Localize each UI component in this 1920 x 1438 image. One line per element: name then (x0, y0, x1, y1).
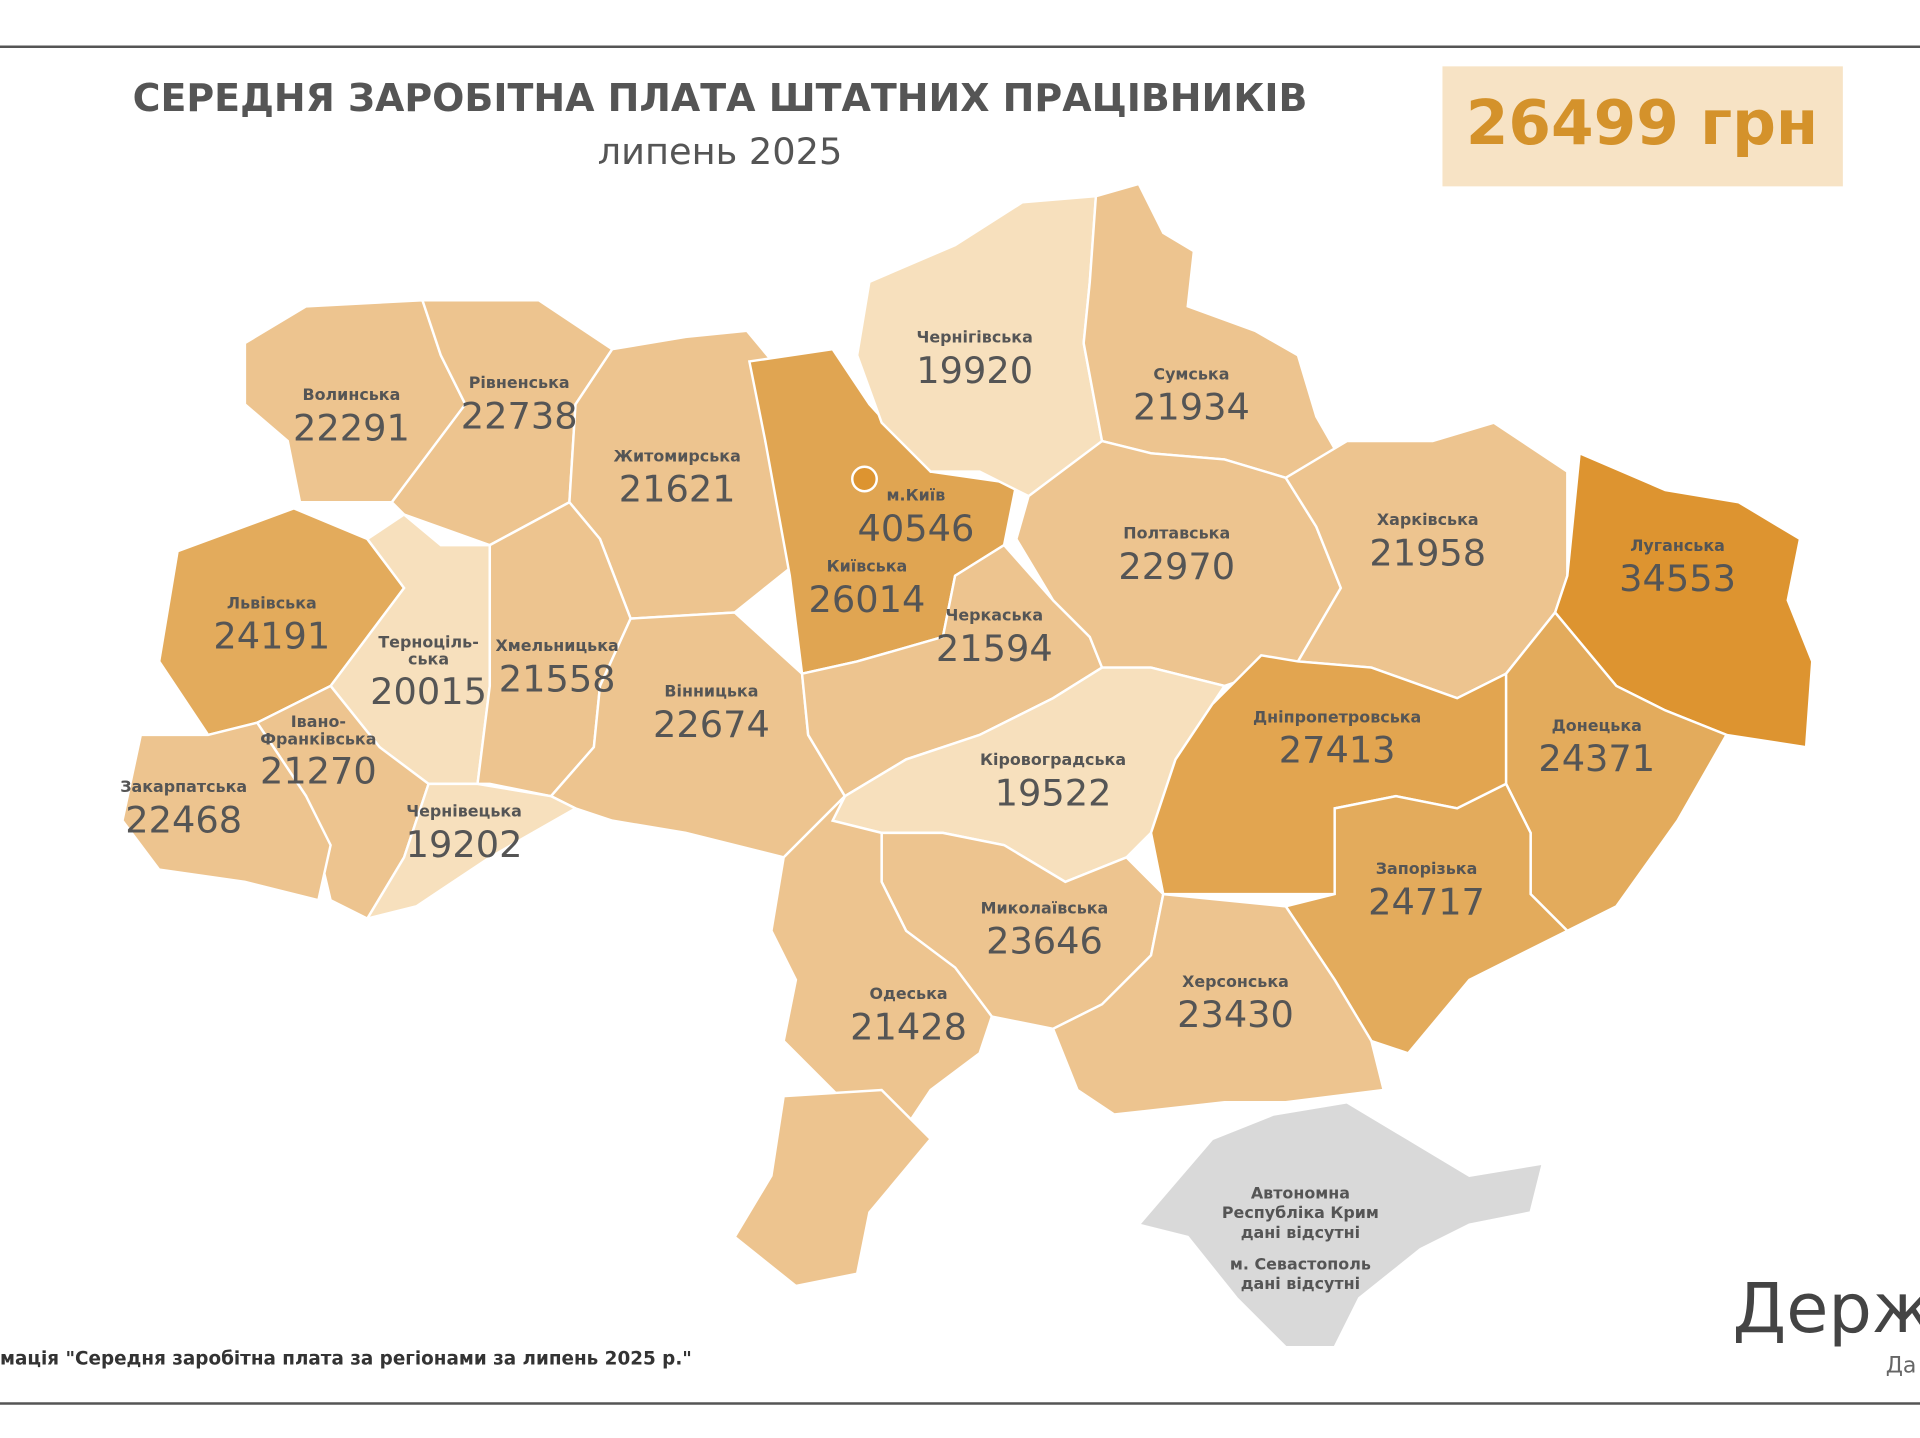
region-name: Львівська (227, 593, 317, 612)
region-name: Терноціль- (378, 633, 479, 652)
region-name: Миколаївська (981, 898, 1109, 917)
region-value: 19522 (995, 771, 1112, 814)
region-name: Одеська (869, 984, 947, 1003)
region-name: Франківська (260, 729, 376, 748)
region (1051, 892, 1386, 1116)
region-name: Закарпатська (120, 777, 247, 796)
region-name: Рівненська (469, 373, 570, 392)
logo: Держ (1733, 1269, 1920, 1349)
city-marker (851, 465, 878, 493)
region (121, 721, 332, 902)
region-value: 22291 (293, 407, 410, 450)
labels: Волинська 22291 Рівненська 22738 Житомирська… (120, 328, 1736, 1294)
region-name: Чернівецька (406, 802, 522, 821)
region-value: 21594 (936, 627, 1053, 670)
region (568, 329, 798, 620)
region-value: 22674 (653, 703, 770, 746)
source-note: мація "Середня заробітна плата за регіон… (0, 1348, 692, 1369)
subtitle: липень 2025 (598, 130, 843, 173)
regions (121, 182, 1814, 1349)
crimea-note: Республіка Крим (1222, 1203, 1379, 1222)
region-value: 20015 (370, 670, 487, 713)
region-name: Запорізька (1376, 859, 1478, 878)
region-name: Житомирська (613, 446, 740, 465)
crimea-note: дані відсутні (1241, 1223, 1360, 1242)
region (733, 1088, 933, 1288)
region-value: 34553 (1619, 557, 1736, 600)
region-name: Сумська (1153, 364, 1229, 383)
city-name: м.Київ (887, 486, 946, 505)
region-value: 21934 (1133, 386, 1250, 429)
region (364, 782, 579, 921)
region-value: 26014 (809, 578, 926, 621)
region-value: 21558 (499, 658, 616, 701)
region-name: Донецька (1552, 716, 1642, 735)
region-value: 27413 (1279, 729, 1396, 772)
region-value: 21621 (619, 468, 736, 511)
region-name: Луганська (1630, 536, 1725, 555)
region-value: 21270 (260, 749, 377, 792)
crimea (1136, 1100, 1545, 1349)
crimea-note: дані відсутні (1241, 1274, 1360, 1293)
region-name: Івано- (291, 712, 346, 731)
region-name: Кіровоградська (980, 750, 1126, 769)
region-value: 21428 (850, 1005, 967, 1048)
crimea-note: м. Севастополь (1230, 1255, 1371, 1274)
crimea-note: Автономна (1251, 1184, 1350, 1203)
region-value: 19202 (406, 823, 523, 866)
region-name: Черкаська (945, 606, 1043, 625)
region-value: 23646 (986, 920, 1103, 963)
region-value: 23430 (1177, 993, 1294, 1036)
region-name: Київська (827, 557, 908, 576)
region-name: Хмельницька (496, 636, 619, 655)
average-box (1442, 66, 1843, 187)
region-value: 24191 (213, 615, 330, 658)
title: СЕРЕДНЯ ЗАРОБІТНА ПЛАТА ШТАТНИХ ПРАЦІВНИ… (133, 76, 1308, 120)
region-value: 22468 (125, 798, 242, 841)
region-value: 24717 (1368, 880, 1485, 923)
region-value: 24371 (1538, 737, 1655, 780)
region-value: 21958 (1369, 531, 1486, 574)
region-value: 22738 (461, 394, 578, 437)
region-value: 22970 (1118, 545, 1235, 588)
region-name: ська (408, 650, 449, 669)
region (1082, 182, 1343, 480)
region-name: Дніпропетровська (1253, 707, 1421, 726)
average-value: 26499 грн (1466, 88, 1818, 159)
city-value: 40546 (858, 507, 975, 550)
region-name: Харківська (1377, 510, 1479, 529)
region-name: Вінницька (664, 682, 758, 701)
region-name: Волинська (302, 385, 400, 404)
logo-sub: Да (1886, 1354, 1917, 1379)
region-name: Херсонська (1182, 972, 1289, 991)
region-name: Полтавська (1123, 524, 1230, 543)
region (770, 795, 994, 1129)
region-name: Чернігівська (917, 328, 1033, 347)
region-value: 19920 (916, 349, 1033, 392)
